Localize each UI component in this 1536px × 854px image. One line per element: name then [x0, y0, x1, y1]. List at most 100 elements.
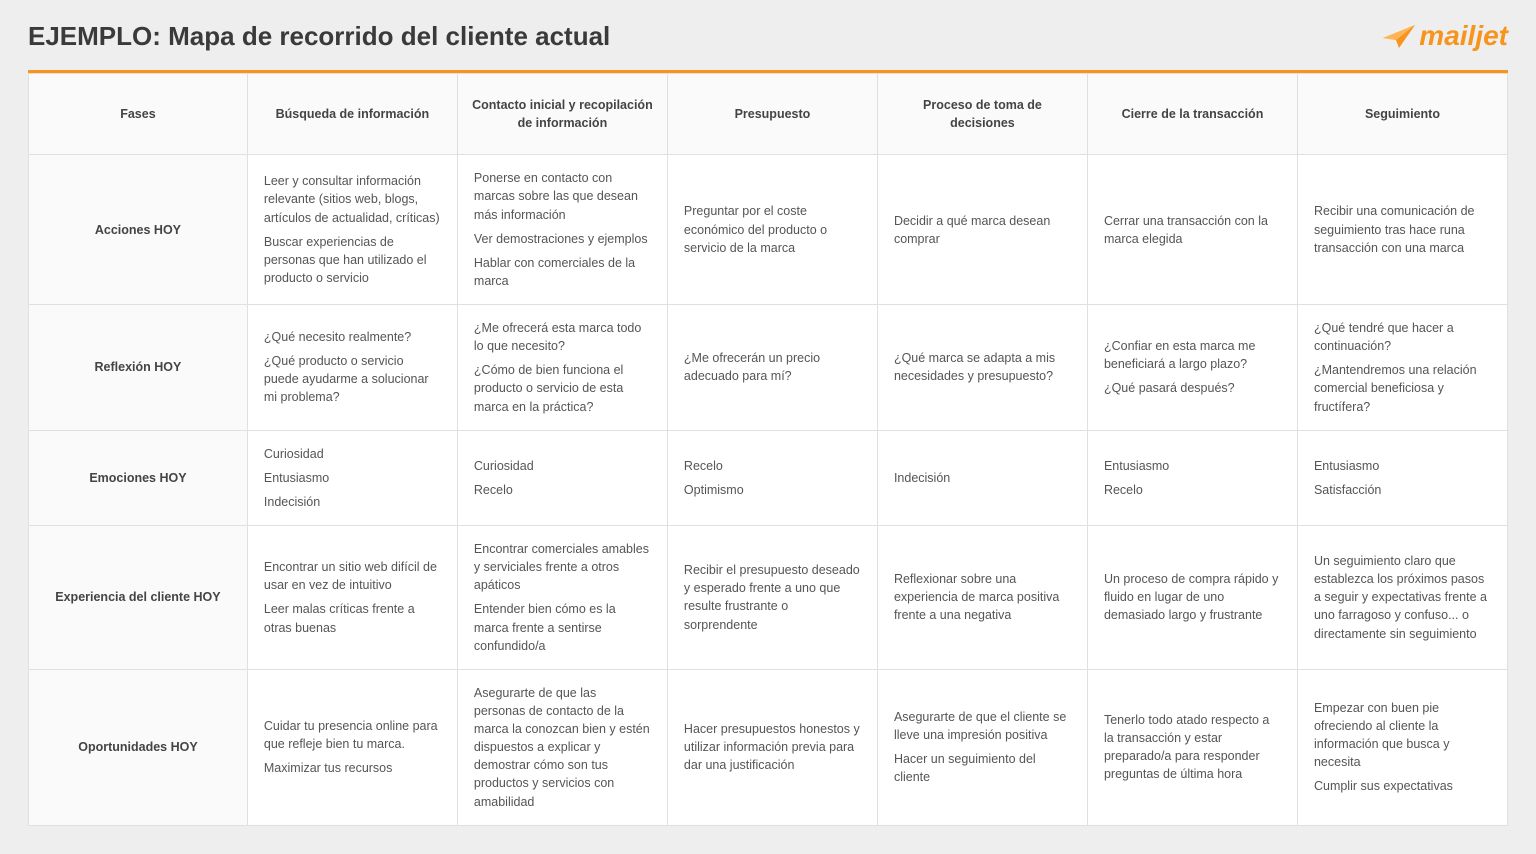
cell-line: Indecisión [894, 469, 1071, 487]
table-cell: Un seguimiento claro que establezca los … [1297, 526, 1507, 670]
col-header-contacto: Contacto inicial y recopilación de infor… [457, 74, 667, 155]
table-body: Acciones HOY Leer y consultar información… [29, 155, 1508, 825]
table-cell: ¿Confiar en esta marca me beneficiará a … [1087, 305, 1297, 431]
cell-line: Recibir el presupuesto deseado y esperad… [684, 561, 861, 634]
table-cell: Asegurarte de que el cliente se lleve un… [877, 669, 1087, 825]
table-cell: Entusiasmo Satisfacción [1297, 430, 1507, 525]
table-cell: Encontrar comerciales amables y servicia… [457, 526, 667, 670]
paper-plane-icon [1381, 22, 1417, 50]
cell-line: Curiosidad [474, 457, 651, 475]
table-cell: Hacer presupuestos honestos y utilizar i… [667, 669, 877, 825]
table-cell: Leer y consultar información relevante (… [247, 155, 457, 305]
cell-line: Tenerlo todo atado respecto a la transac… [1104, 711, 1281, 784]
table-cell: Recelo Optimismo [667, 430, 877, 525]
cell-line: Asegurarte de que las personas de contac… [474, 684, 651, 811]
table-cell: Decidir a qué marca desean comprar [877, 155, 1087, 305]
table-cell: Curiosidad Entusiasmo Indecisión [247, 430, 457, 525]
page-title: EJEMPLO: Mapa de recorrido del cliente a… [28, 21, 610, 52]
cell-line: Entusiasmo [1104, 457, 1281, 475]
row-label: Oportunidades HOY [29, 669, 248, 825]
table-row: Oportunidades HOY Cuidar tu presencia onl… [29, 669, 1508, 825]
col-header-busqueda: Búsqueda de información [247, 74, 457, 155]
cell-line: Recibir una comunicación de seguimiento … [1314, 202, 1491, 256]
cell-line: ¿Qué marca se adapta a mis necesidades y… [894, 349, 1071, 385]
row-label: Acciones HOY [29, 155, 248, 305]
cell-line: Recelo [684, 457, 861, 475]
cell-line: ¿Qué producto o servicio puede ayudarme … [264, 352, 441, 406]
table-cell: Empezar con buen pie ofreciendo al clien… [1297, 669, 1507, 825]
table-cell: ¿Me ofrecerá esta marca todo lo que nece… [457, 305, 667, 431]
table-cell: Cuidar tu presencia online para que refl… [247, 669, 457, 825]
table-header: Fases Búsqueda de información Contacto i… [29, 74, 1508, 155]
cell-line: Encontrar un sitio web difícil de usar e… [264, 558, 441, 594]
cell-line: Entender bien cómo es la marca frente a … [474, 600, 651, 654]
cell-line: Leer malas críticas frente a otras buena… [264, 600, 441, 636]
table-cell: Encontrar un sitio web difícil de usar e… [247, 526, 457, 670]
cell-line: Cerrar una transacción con la marca eleg… [1104, 212, 1281, 248]
cell-line: Empezar con buen pie ofreciendo al clien… [1314, 699, 1491, 772]
logo-text: mailjet [1419, 20, 1508, 52]
table-cell: Recibir una comunicación de seguimiento … [1297, 155, 1507, 305]
cell-line: Un seguimiento claro que establezca los … [1314, 552, 1491, 643]
cell-line: Entusiasmo [264, 469, 441, 487]
table-cell: Un proceso de compra rápido y fluido en … [1087, 526, 1297, 670]
cell-line: ¿Me ofrecerán un precio adecuado para mí… [684, 349, 861, 385]
table-cell: Asegurarte de que las personas de contac… [457, 669, 667, 825]
cell-line: ¿Cómo de bien funciona el producto o ser… [474, 361, 651, 415]
col-header-seguimiento: Seguimiento [1297, 74, 1507, 155]
table-cell: ¿Qué tendré que hacer a continuación? ¿Ma… [1297, 305, 1507, 431]
cell-line: ¿Qué necesito realmente? [264, 328, 441, 346]
col-header-decisiones: Proceso de toma de decisiones [877, 74, 1087, 155]
cell-line: Buscar experiencias de personas que han … [264, 233, 441, 287]
cell-line: Leer y consultar información relevante (… [264, 172, 441, 226]
col-header-cierre: Cierre de la transacción [1087, 74, 1297, 155]
journey-table: Fases Búsqueda de información Contacto i… [28, 73, 1508, 826]
cell-line: ¿Qué pasará después? [1104, 379, 1281, 397]
table-cell: ¿Qué marca se adapta a mis necesidades y… [877, 305, 1087, 431]
table-row: Acciones HOY Leer y consultar información… [29, 155, 1508, 305]
table-cell: Curiosidad Recelo [457, 430, 667, 525]
cell-line: Un proceso de compra rápido y fluido en … [1104, 570, 1281, 624]
cell-line: Asegurarte de que el cliente se lleve un… [894, 708, 1071, 744]
cell-line: Reflexionar sobre una experiencia de mar… [894, 570, 1071, 624]
cell-line: Satisfacción [1314, 481, 1491, 499]
table-cell: ¿Qué necesito realmente? ¿Qué producto o … [247, 305, 457, 431]
table-cell: ¿Me ofrecerán un precio adecuado para mí… [667, 305, 877, 431]
page: EJEMPLO: Mapa de recorrido del cliente a… [0, 0, 1536, 854]
cell-line: Recelo [474, 481, 651, 499]
cell-line: Optimismo [684, 481, 861, 499]
cell-line: Preguntar por el coste económico del pro… [684, 202, 861, 256]
row-label: Reflexión HOY [29, 305, 248, 431]
table-cell: Cerrar una transacción con la marca eleg… [1087, 155, 1297, 305]
header: EJEMPLO: Mapa de recorrido del cliente a… [28, 20, 1508, 52]
cell-line: Hablar con comerciales de la marca [474, 254, 651, 290]
cell-line: Indecisión [264, 493, 441, 511]
cell-line: Ponerse en contacto con marcas sobre las… [474, 169, 651, 223]
cell-line: Recelo [1104, 481, 1281, 499]
cell-line: ¿Confiar en esta marca me beneficiará a … [1104, 337, 1281, 373]
cell-line: ¿Mantendremos una relación comercial ben… [1314, 361, 1491, 415]
cell-line: Hacer presupuestos honestos y utilizar i… [684, 720, 861, 774]
cell-line: Entusiasmo [1314, 457, 1491, 475]
table-container: Fases Búsqueda de información Contacto i… [28, 70, 1508, 826]
cell-line: ¿Qué tendré que hacer a continuación? [1314, 319, 1491, 355]
table-cell: Indecisión [877, 430, 1087, 525]
cell-line: Ver demostraciones y ejemplos [474, 230, 651, 248]
table-row: Reflexión HOY¿Qué necesito realmente?¿Qu… [29, 305, 1508, 431]
cell-line: Decidir a qué marca desean comprar [894, 212, 1071, 248]
cell-line: Curiosidad [264, 445, 441, 463]
table-row: Emociones HOY Curiosidad Entusiasmo Indecis… [29, 430, 1508, 525]
table-cell: Tenerlo todo atado respecto a la transac… [1087, 669, 1297, 825]
table-cell: Ponerse en contacto con marcas sobre las… [457, 155, 667, 305]
col-header-presupuesto: Presupuesto [667, 74, 877, 155]
table-cell: Entusiasmo Recelo [1087, 430, 1297, 525]
table-cell: Recibir el presupuesto deseado y esperad… [667, 526, 877, 670]
cell-line: Maximizar tus recursos [264, 759, 441, 777]
cell-line: Cuidar tu presencia online para que refl… [264, 717, 441, 753]
table-cell: Preguntar por el coste económico del pro… [667, 155, 877, 305]
row-label: Emociones HOY [29, 430, 248, 525]
cell-line: ¿Me ofrecerá esta marca todo lo que nece… [474, 319, 651, 355]
logo: mailjet [1381, 20, 1508, 52]
col-header-fases: Fases [29, 74, 248, 155]
table-row: Experiencia del cliente HOYEncontrar un … [29, 526, 1508, 670]
